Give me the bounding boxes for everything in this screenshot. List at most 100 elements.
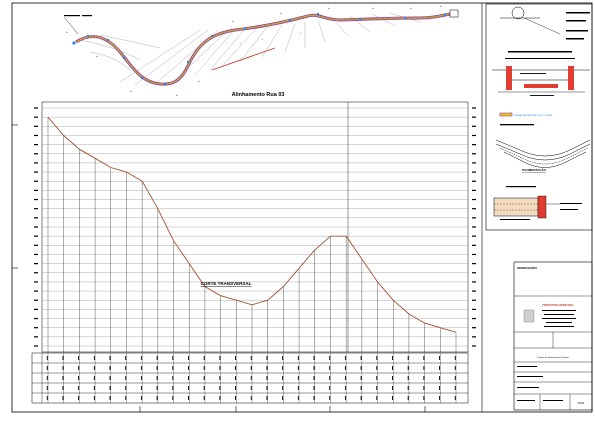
- table-cell-value: [266, 356, 268, 360]
- block-detail: [493, 186, 582, 220]
- svg-text:▪▪: ▪▪: [410, 7, 412, 10]
- table-cell-value: [93, 366, 95, 370]
- table-cell-value: [62, 386, 64, 390]
- elevation-tick: [472, 144, 476, 146]
- elevation-tick: [34, 189, 38, 191]
- table-cell-value: [140, 376, 142, 380]
- table-cell-value: [78, 396, 80, 400]
- elevation-tick: [34, 198, 38, 201]
- table-cell-value: [344, 366, 346, 370]
- elevation-tick: [34, 180, 38, 182]
- end-marker: [449, 9, 459, 18]
- elevation-tick: [34, 281, 38, 283]
- callout-circle: [511, 6, 525, 20]
- elevation-tick: [34, 144, 38, 146]
- elevation-tick: [472, 208, 476, 210]
- elevation-tick: [34, 272, 38, 274]
- table-cell-value: [454, 376, 456, 380]
- table-cell-value: [188, 356, 189, 360]
- svg-text:▪: ▪: [240, 42, 241, 45]
- plan-view: ▪▪▪▪▪▪ ▪▪▪▪▪▪ ▪▪▪▪ ▪▪ ▪▪▪▪ ▪▪▪: [63, 5, 459, 97]
- elevation-tick: [34, 308, 38, 310]
- elevation-tick: [34, 217, 38, 219]
- table-cell-value: [109, 396, 111, 400]
- table-cell-value: [62, 376, 64, 380]
- elevation-tick: [472, 290, 476, 292]
- table-cell-value: [313, 376, 315, 380]
- elevation-tick: [34, 235, 38, 237]
- elevation-tick: [472, 198, 476, 201]
- svg-text:▪▪: ▪▪: [328, 7, 330, 10]
- table-cell-value: [250, 356, 252, 360]
- table-cell-value: [219, 396, 221, 400]
- table-cell-value: [423, 386, 425, 390]
- table-cell-value: [344, 396, 346, 400]
- table-cell-value: [62, 366, 64, 370]
- table-cell-value: [360, 366, 362, 370]
- table-cell-value: [250, 366, 252, 370]
- legend-text: Curvas de Nível de 1 em 1 metro: [514, 113, 553, 117]
- sheet-number: 01/01: [578, 401, 585, 405]
- elevation-tick: [34, 345, 38, 347]
- elevation-tick: [472, 107, 476, 109]
- table-cell-value: [172, 396, 174, 400]
- table-cell-value: [376, 376, 378, 380]
- table-cell-value: [392, 356, 393, 360]
- elevation-tick: [34, 153, 38, 155]
- elevation-tick: [34, 162, 38, 164]
- elevation-tick: [34, 336, 38, 338]
- table-cell-value: [46, 376, 48, 380]
- title-block: OBSERVAÇÕES PREFEITURA MUNICIPAL Projeto…: [513, 261, 593, 411]
- elevation-tick: [34, 317, 38, 320]
- north-arrow-note: [63, 15, 92, 35]
- table-cell-value: [392, 366, 393, 370]
- table-cell-value: [313, 396, 315, 400]
- table-cell-value: [297, 376, 299, 380]
- table-cell-value: [125, 396, 127, 400]
- table-cell-value: [329, 356, 331, 360]
- elevation-tick: [472, 253, 476, 256]
- elevation-tick: [472, 125, 476, 127]
- elevation-tick: [472, 244, 476, 246]
- profile-line: [47, 116, 457, 333]
- table-cell-value: [282, 366, 284, 370]
- table-cell-value: [360, 376, 362, 380]
- table-cell-value: [188, 376, 189, 380]
- pavement-label: PAVIMENTAÇÃO: [522, 167, 546, 172]
- elevation-tick: [34, 226, 38, 228]
- table-cell-value: [297, 386, 299, 390]
- elevation-tick: [34, 244, 38, 246]
- table-cell-value: [407, 376, 409, 380]
- svg-text:▪▪: ▪▪: [280, 12, 282, 15]
- table-cell-value: [46, 386, 48, 390]
- elevation-tick: [472, 235, 476, 237]
- elevation-tick: [472, 336, 476, 338]
- elevation-tick: [34, 134, 38, 137]
- elevation-tick: [472, 116, 476, 118]
- elevation-tick: [34, 327, 38, 329]
- svg-text:▪▪: ▪▪: [198, 80, 200, 83]
- elevation-tick: [472, 272, 476, 274]
- table-cell-value: [313, 386, 315, 390]
- svg-text:▪▪: ▪▪: [96, 55, 98, 58]
- elevation-tick: [472, 345, 476, 347]
- border-ticks: [12, 124, 426, 412]
- table-cell-value: [344, 376, 346, 380]
- elevation-tick: [472, 263, 476, 265]
- table-cell-value: [266, 366, 268, 370]
- table-cell-value: [219, 386, 221, 390]
- axis-line: [211, 47, 276, 71]
- table-cell-value: [125, 366, 127, 370]
- detail-panel: Curvas de Nível de 1 em 1 metro PAVIMENT…: [485, 3, 593, 411]
- table-cell-value: [407, 386, 409, 390]
- elevation-tick: [34, 208, 38, 210]
- table-cell-value: [93, 376, 95, 380]
- elevation-tick: [472, 162, 476, 164]
- table-cell-value: [235, 386, 237, 390]
- table-cell-value: [439, 366, 441, 370]
- road-outer-edge: [75, 12, 451, 86]
- table-cell-value: [203, 376, 205, 380]
- table-cell-value: [140, 396, 142, 400]
- table-cell-value: [78, 356, 80, 360]
